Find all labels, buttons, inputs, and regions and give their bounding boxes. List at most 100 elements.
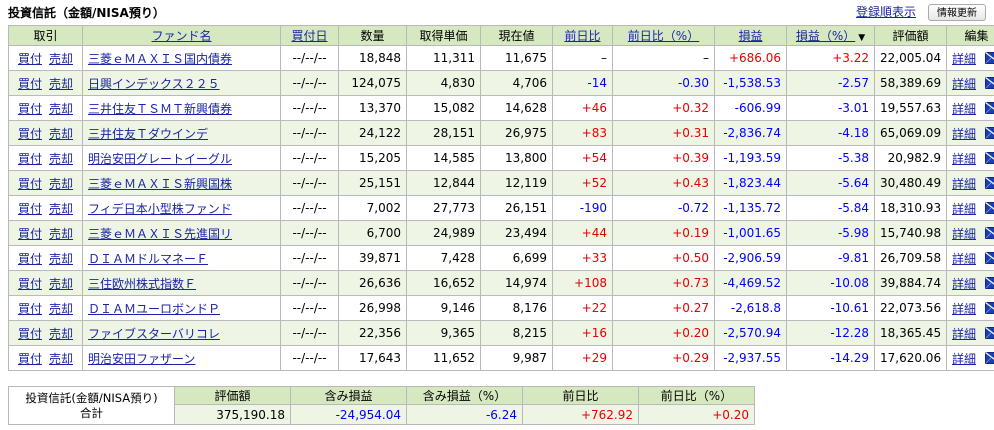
buy-link[interactable]: 買付 — [17, 151, 42, 166]
sum-unrealized: -24,954.04 — [290, 404, 407, 425]
envelope-icon[interactable] — [985, 251, 994, 267]
cost: 15,082 — [406, 95, 481, 121]
sell-link[interactable]: 売却 — [49, 151, 74, 166]
sell-link[interactable]: 売却 — [49, 101, 74, 116]
current-price: 6,699 — [480, 245, 553, 271]
fund-name-link[interactable]: 明治安田グレートイーグル — [88, 151, 233, 166]
table-row: 買付 売却 ＤＩＡＭドルマネーＦ --/--/-- 39,871 7,428 6,699 +3… — [8, 245, 994, 271]
buy-link[interactable]: 買付 — [17, 251, 42, 266]
envelope-icon[interactable] — [985, 301, 994, 317]
detail-link[interactable]: 詳細 — [952, 351, 977, 366]
day-change-pct: +0.29 — [612, 345, 715, 371]
buy-date: --/--/-- — [280, 320, 339, 346]
fund-name-link[interactable]: 三菱ｅＭＡＸＩＳ国内債券 — [88, 51, 233, 66]
profit-pct: -5.84 — [786, 195, 875, 221]
day-change: +44 — [552, 220, 613, 246]
fund-name-link[interactable]: 三井住友Ｔダウインデ — [88, 126, 209, 141]
col-fund-name[interactable]: ファンド名 — [82, 25, 281, 46]
detail-link[interactable]: 詳細 — [952, 126, 977, 141]
sell-link[interactable]: 売却 — [49, 226, 74, 241]
buy-link[interactable]: 買付 — [17, 101, 42, 116]
sell-link[interactable]: 売却 — [49, 301, 74, 316]
fund-name-link[interactable]: 三住欧州株式指数Ｆ — [88, 276, 197, 291]
detail-link[interactable]: 詳細 — [952, 301, 977, 316]
envelope-icon[interactable] — [985, 226, 994, 242]
table-row: 買付 売却 明治安田ファザーン --/--/-- 17,643 11,652 9,987 +2… — [8, 345, 994, 371]
envelope-icon[interactable] — [985, 276, 994, 292]
detail-link[interactable]: 詳細 — [952, 176, 977, 191]
buy-link[interactable]: 買付 — [17, 51, 42, 66]
detail-link[interactable]: 詳細 — [952, 101, 977, 116]
table-row: 買付 売却 三菱ｅＭＡＸＩＳ国内債券 --/--/-- 18,848 11,311 11,6… — [8, 45, 994, 71]
refresh-button[interactable]: 情報更新 — [928, 4, 986, 21]
fund-name-link[interactable]: ＤＩＡＭユーロボンドＰ — [88, 301, 221, 316]
buy-link[interactable]: 買付 — [17, 326, 42, 341]
sell-link[interactable]: 売却 — [49, 351, 74, 366]
envelope-icon[interactable] — [985, 351, 994, 367]
col-profit-pct[interactable]: 損益（%） ▼ — [786, 25, 875, 46]
detail-link[interactable]: 詳細 — [952, 226, 977, 241]
edit-cell: 詳細 — [946, 145, 994, 171]
table-row: 買付 売却 三井住友Ｔダウインデ --/--/-- 24,122 28,151 26,975… — [8, 120, 994, 146]
sell-link[interactable]: 売却 — [49, 251, 74, 266]
detail-link[interactable]: 詳細 — [952, 326, 977, 341]
day-change-pct: -0.30 — [612, 70, 715, 96]
market-value: 20,982.9 — [874, 145, 947, 171]
profit: -1,538.53 — [714, 70, 787, 96]
day-change-pct: +0.73 — [612, 270, 715, 296]
buy-link[interactable]: 買付 — [17, 276, 42, 291]
sell-link[interactable]: 売却 — [49, 126, 74, 141]
envelope-icon[interactable] — [985, 326, 994, 342]
envelope-icon[interactable] — [985, 101, 994, 117]
fund-name-link[interactable]: 三菱ｅＭＡＸＩＳ先進国リ — [88, 226, 233, 241]
buy-link[interactable]: 買付 — [17, 226, 42, 241]
buy-link[interactable]: 買付 — [17, 301, 42, 316]
col-profit[interactable]: 損益 — [714, 25, 787, 46]
cost: 27,773 — [406, 195, 481, 221]
envelope-icon[interactable] — [985, 76, 994, 92]
envelope-icon[interactable] — [985, 176, 994, 192]
quantity: 39,871 — [338, 245, 407, 271]
sell-link[interactable]: 売却 — [49, 176, 74, 191]
day-change: +52 — [552, 170, 613, 196]
fund-name-link[interactable]: フィデ日本小型株ファンド — [88, 201, 232, 216]
sell-link[interactable]: 売却 — [49, 76, 74, 91]
detail-link[interactable]: 詳細 — [952, 201, 977, 216]
detail-link[interactable]: 詳細 — [952, 151, 977, 166]
col-buy-date[interactable]: 買付日 — [280, 25, 339, 46]
cost: 4,830 — [406, 70, 481, 96]
detail-link[interactable]: 詳細 — [952, 51, 977, 66]
sell-link[interactable]: 売却 — [49, 276, 74, 291]
col-day-change[interactable]: 前日比 — [552, 25, 613, 46]
buy-link[interactable]: 買付 — [17, 351, 42, 366]
fund-name-link[interactable]: 三井住友ＴＳＭＴ新興債券 — [88, 101, 233, 116]
current-price: 8,215 — [480, 320, 553, 346]
fund-name-link[interactable]: 日興インデックス２２５ — [88, 76, 220, 91]
detail-link[interactable]: 詳細 — [952, 251, 977, 266]
detail-link[interactable]: 詳細 — [952, 276, 977, 291]
profit-pct: -2.57 — [786, 70, 875, 96]
sell-link[interactable]: 売却 — [49, 51, 74, 66]
detail-link[interactable]: 詳細 — [952, 76, 977, 91]
fund-name-link[interactable]: ファイブスターバリコレ — [88, 326, 220, 341]
sell-link[interactable]: 売却 — [49, 326, 74, 341]
envelope-icon[interactable] — [985, 201, 994, 217]
day-change: +29 — [552, 345, 613, 371]
fund-name-link[interactable]: 三菱ｅＭＡＸＩＳ新興国株 — [88, 176, 233, 191]
current-price: 13,800 — [480, 145, 553, 171]
col-day-change-pct[interactable]: 前日比（%） — [612, 25, 715, 46]
buy-link[interactable]: 買付 — [17, 201, 42, 216]
fund-name-link[interactable]: 明治安田ファザーン — [88, 351, 196, 366]
registration-order-link[interactable]: 登録順表示 — [856, 5, 917, 19]
sell-link[interactable]: 売却 — [49, 201, 74, 216]
envelope-icon[interactable] — [985, 51, 994, 67]
envelope-icon[interactable] — [985, 151, 994, 167]
fund-name-link[interactable]: ＤＩＡＭドルマネーＦ — [88, 251, 209, 266]
buy-link[interactable]: 買付 — [17, 126, 42, 141]
day-change: +83 — [552, 120, 613, 146]
sum-value: 375,190.18 — [174, 404, 291, 425]
envelope-icon[interactable] — [985, 126, 994, 142]
buy-link[interactable]: 買付 — [17, 76, 42, 91]
edit-cell: 詳細 — [946, 220, 994, 246]
buy-link[interactable]: 買付 — [17, 176, 42, 191]
